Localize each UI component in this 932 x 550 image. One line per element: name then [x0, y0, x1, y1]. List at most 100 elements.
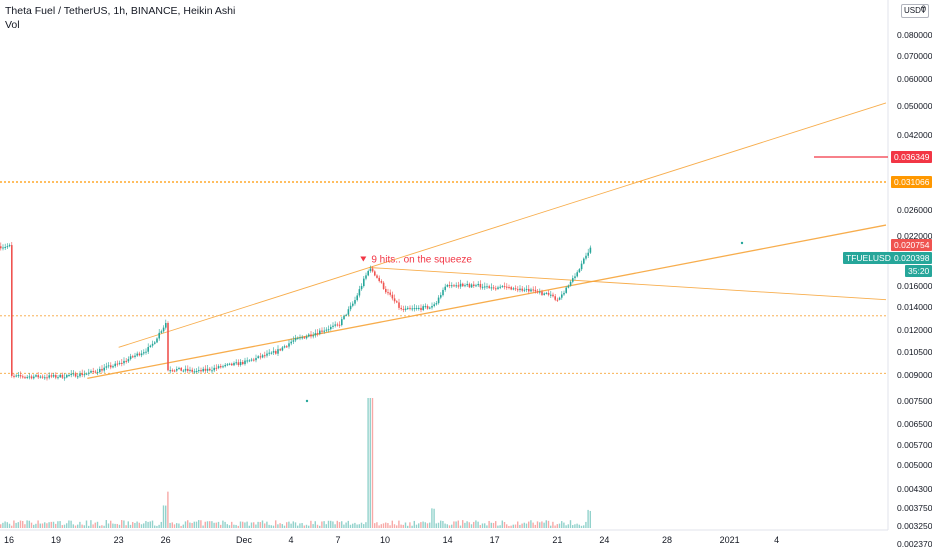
candle [415, 307, 418, 309]
ticker-tag[interactable]: TFUELUSDT [843, 252, 900, 264]
volume-bar [299, 523, 301, 528]
candle [411, 308, 413, 310]
volume-bar [209, 521, 211, 528]
candle [44, 377, 46, 379]
volume-bar [444, 523, 446, 528]
volume-bar [180, 525, 182, 528]
candle [121, 362, 123, 364]
volume-bar [281, 524, 283, 528]
candle [261, 355, 264, 358]
volume-bar [279, 523, 281, 528]
volume-bar [158, 524, 160, 528]
candle [418, 307, 420, 309]
candle [19, 375, 22, 377]
candle [134, 355, 136, 357]
y-tick-label: 0.005000 [897, 460, 932, 470]
volume-bar [556, 524, 558, 528]
candle [81, 373, 83, 375]
volume-bar [83, 525, 85, 528]
volume-bar [259, 522, 261, 528]
volume-bar [173, 524, 176, 528]
volume-bar [561, 521, 563, 528]
candle [536, 291, 539, 293]
candle [301, 337, 303, 339]
candle [182, 370, 185, 372]
candle [162, 327, 165, 332]
candle [580, 263, 583, 270]
candle [231, 363, 233, 366]
candle [424, 306, 427, 308]
volume-bar [112, 523, 114, 528]
candle [413, 308, 416, 310]
y-tick-label: 0.012000 [897, 325, 932, 335]
candle [277, 349, 279, 354]
candle [475, 285, 477, 287]
volume-bar [266, 521, 268, 528]
candle [37, 375, 39, 378]
volume-bar [448, 525, 451, 528]
candle [158, 332, 160, 339]
y-tick-label: 0.026000 [897, 205, 932, 215]
volume-bar [283, 525, 286, 528]
candle [312, 335, 314, 337]
y-tick-label: 0.050000 [897, 101, 932, 111]
candle [305, 336, 308, 339]
volume-bar [72, 524, 74, 528]
y-tick-label: 0.003750 [897, 503, 932, 513]
candle [279, 349, 281, 351]
y-tick-label: 0.003250 [897, 521, 932, 531]
candle [145, 351, 147, 353]
candle [281, 347, 284, 351]
candle [118, 362, 121, 364]
candle [61, 374, 64, 378]
y-tick-label: 0.070000 [897, 51, 932, 61]
candle [578, 269, 581, 273]
candle [176, 369, 178, 371]
candle [286, 346, 288, 348]
candle [376, 275, 378, 278]
volume-bar [354, 522, 356, 528]
candle [396, 301, 398, 303]
candle [341, 319, 343, 326]
candle [380, 281, 383, 283]
volume-bar [356, 524, 358, 528]
volume-bar [407, 525, 409, 528]
candle [239, 361, 242, 365]
y-tick-label: 0.016000 [897, 281, 932, 291]
y-tick-label: 0.007500 [897, 396, 932, 406]
candle [349, 305, 352, 310]
candle [451, 285, 453, 287]
candle [79, 373, 81, 377]
candle [101, 368, 103, 371]
volume-bar [424, 522, 426, 528]
candle [288, 343, 290, 347]
volume-indicator-label[interactable]: Vol [5, 19, 20, 31]
volume-bar [22, 520, 24, 528]
volume-bar [123, 520, 125, 528]
volume-bar [484, 523, 486, 528]
volume-bar [517, 521, 519, 528]
candle [184, 368, 187, 371]
volume-bar [4, 521, 6, 528]
volume-bar [277, 524, 279, 528]
candle [532, 289, 534, 291]
candle [521, 288, 523, 291]
volume-bar [349, 524, 352, 528]
candle [523, 289, 526, 291]
volume-bar [459, 525, 462, 528]
currency-button[interactable]: USDT [901, 4, 929, 18]
candle [435, 303, 438, 305]
volume-bar [242, 521, 244, 528]
candle [52, 375, 55, 377]
candle [545, 292, 548, 294]
volume-bar [532, 522, 534, 528]
candle [83, 374, 86, 376]
candle [264, 355, 266, 357]
volume-bar [160, 521, 162, 528]
candle [473, 284, 475, 286]
volume-bar [495, 521, 497, 528]
candle [583, 258, 585, 264]
candle [539, 291, 541, 293]
volume-bar [15, 522, 17, 528]
